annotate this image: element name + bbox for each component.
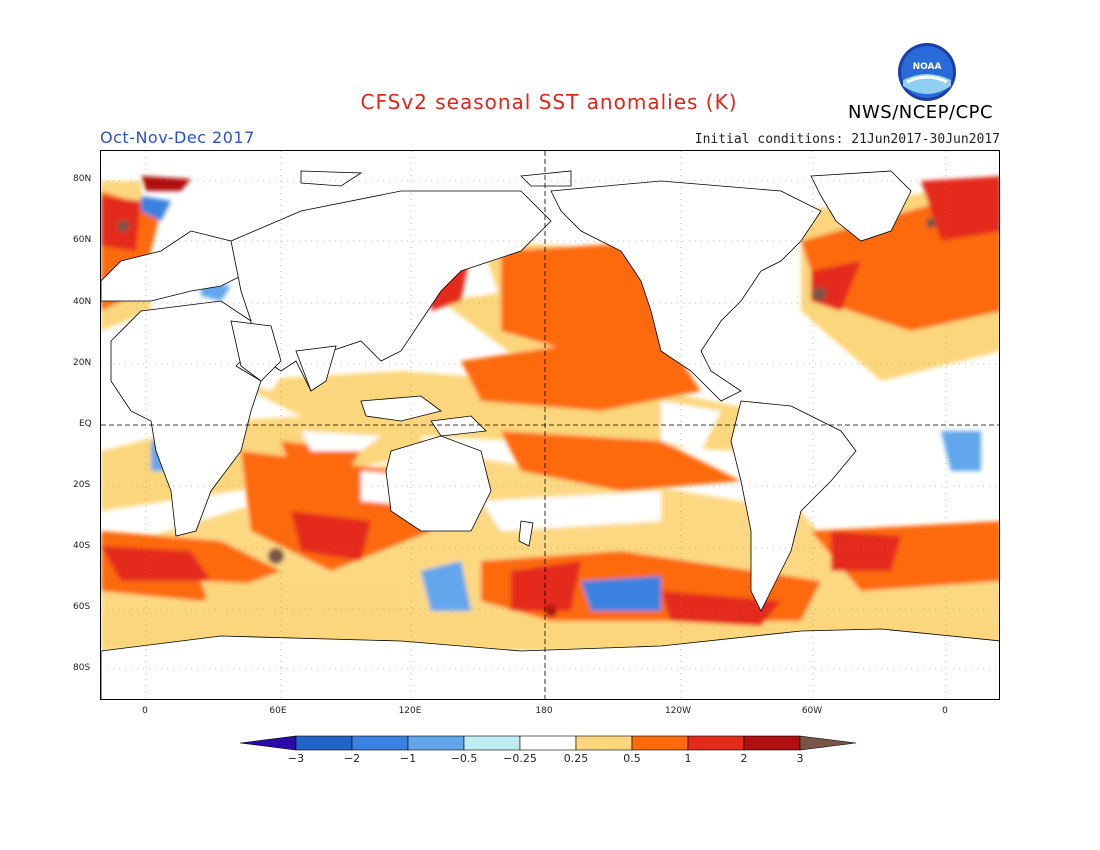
lat-label-20n: 20N — [73, 358, 92, 368]
legend-swatch — [351, 735, 409, 751]
legend-label: −3 — [287, 752, 305, 765]
legend-label: −0.25 — [503, 752, 537, 765]
legend-label: 0.5 — [623, 752, 641, 765]
lon-label-120w: 120W — [664, 706, 692, 716]
continents — [101, 170, 999, 699]
legend-swatch — [519, 735, 577, 751]
lon-label-180: 180 — [535, 706, 553, 716]
reference-lines — [101, 151, 999, 699]
legend-arrow-max — [799, 735, 857, 751]
color-legend — [240, 735, 857, 751]
anomaly-fields — [101, 176, 999, 651]
legend-swatch — [407, 735, 465, 751]
agency-label: NWS/NCEP/CPC — [848, 102, 994, 123]
legend-label: 1 — [684, 752, 692, 765]
lon-label-0-east: 0 — [942, 706, 948, 716]
lat-label-60s: 60S — [73, 602, 91, 612]
season-label: Oct-Nov-Dec 2017 — [100, 128, 255, 147]
graticule — [101, 151, 999, 699]
legend-label: −0.5 — [450, 752, 478, 765]
lat-label-20s: 20S — [73, 480, 91, 490]
chart-title: CFSv2 seasonal SST anomalies (K) — [360, 90, 738, 114]
lon-label-60w: 60W — [801, 706, 823, 716]
lat-label-40s: 40S — [73, 541, 91, 551]
lat-label-40n: 40N — [73, 297, 92, 307]
initial-conditions: Initial conditions: 21Jun2017-30Jun2017 — [694, 132, 1000, 147]
legend-label: −1 — [399, 752, 417, 765]
legend-arrow-min — [240, 735, 297, 751]
lon-label-120e: 120E — [398, 706, 422, 716]
legend-label: −2 — [343, 752, 361, 765]
legend-swatch — [463, 735, 521, 751]
legend-swatch — [687, 735, 745, 751]
noaa-logo: NOAA — [898, 43, 956, 101]
lon-label-0: 0 — [142, 706, 148, 716]
legend-swatch — [295, 735, 353, 751]
lon-label-60e: 60E — [269, 706, 287, 716]
legend-swatch — [743, 735, 801, 751]
sst-anomaly-map — [100, 150, 1000, 700]
legend-label: 0.25 — [563, 752, 589, 765]
lat-label-80n: 80N — [73, 174, 92, 184]
lat-label-80s: 80S — [73, 663, 91, 673]
logo-text: NOAA — [913, 62, 942, 72]
lat-label-60n: 60N — [73, 235, 92, 245]
legend-swatch — [631, 735, 689, 751]
legend-label: 2 — [740, 752, 748, 765]
legend-swatch — [575, 735, 633, 751]
legend-label: 3 — [796, 752, 804, 765]
lat-label-eq: EQ — [79, 419, 92, 429]
